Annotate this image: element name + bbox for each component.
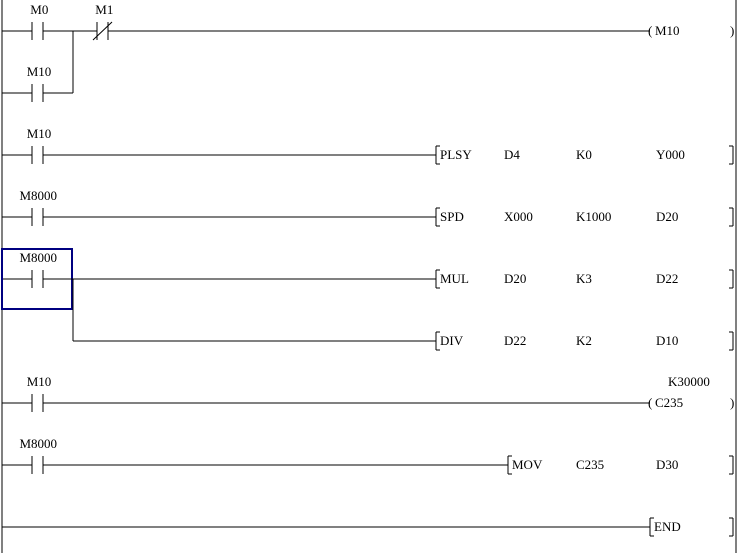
coil-close-paren: ) — [730, 23, 734, 38]
instruction-op: END — [654, 519, 681, 534]
instruction-arg: C235 — [576, 457, 604, 472]
contact-label: M10 — [27, 374, 52, 389]
instruction-arg: X000 — [504, 209, 533, 224]
contact-label: M1 — [95, 2, 113, 17]
output-coil[interactable] — [648, 21, 736, 41]
contact-label: M10 — [27, 64, 52, 79]
instruction-op: SPD — [440, 209, 464, 224]
instruction-op: PLSY — [440, 147, 472, 162]
coil-open-paren: ( — [648, 23, 652, 38]
coil-setpoint: K30000 — [668, 374, 710, 389]
coil-device: C235 — [655, 395, 683, 410]
contact-label: M8000 — [20, 188, 58, 203]
instruction-arg: K1000 — [576, 209, 611, 224]
instruction-arg: D30 — [656, 457, 678, 472]
output-coil[interactable] — [648, 393, 736, 413]
coil-device: M10 — [655, 23, 680, 38]
instruction-op: MUL — [440, 271, 469, 286]
instruction-arg: D20 — [504, 271, 526, 286]
contact-label: M8000 — [20, 250, 58, 265]
instruction-arg: D10 — [656, 333, 678, 348]
instruction-plsy[interactable] — [436, 145, 736, 165]
instruction-arg: D20 — [656, 209, 678, 224]
instruction-arg: K0 — [576, 147, 592, 162]
instruction-op: MOV — [512, 457, 543, 472]
coil-close-paren: ) — [730, 395, 734, 410]
contact-label: M0 — [30, 2, 48, 17]
instruction-spd[interactable] — [436, 207, 736, 227]
instruction-mul[interactable] — [436, 269, 736, 289]
instruction-arg: D4 — [504, 147, 520, 162]
contact-label: M8000 — [20, 436, 58, 451]
instruction-div[interactable] — [436, 331, 736, 351]
instruction-arg: D22 — [504, 333, 526, 348]
instruction-mov[interactable] — [508, 455, 736, 475]
instruction-end[interactable] — [650, 517, 736, 537]
instruction-arg: K3 — [576, 271, 592, 286]
instruction-op: DIV — [440, 333, 464, 348]
instruction-arg: D22 — [656, 271, 678, 286]
contact-slash — [92, 21, 113, 41]
instruction-arg: Y000 — [656, 147, 685, 162]
instruction-arg: K2 — [576, 333, 592, 348]
coil-open-paren: ( — [648, 395, 652, 410]
contact-label: M10 — [27, 126, 52, 141]
